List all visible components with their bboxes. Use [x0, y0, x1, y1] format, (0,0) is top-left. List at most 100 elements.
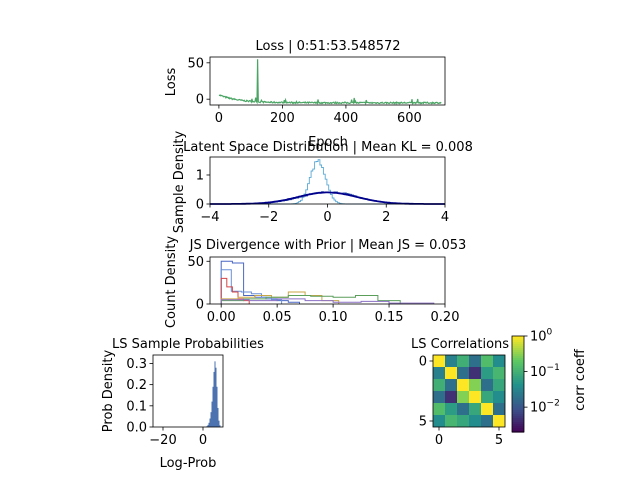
- y-tick-label: 0: [196, 93, 204, 108]
- colorbar-frame: [511, 335, 525, 433]
- axes-frame: [209, 256, 446, 305]
- x-tick-label: −4: [200, 210, 219, 225]
- colorbar-segment: [512, 366, 524, 369]
- colorbar-segment: [512, 388, 524, 391]
- colorbar-segment: [512, 360, 524, 363]
- colorbar-tick-exponent: −1: [547, 363, 560, 373]
- heatmap-cell: [481, 379, 493, 391]
- x-tick-label: 2: [382, 210, 390, 225]
- prob-bar: [208, 422, 210, 427]
- colorbar-segment: [512, 412, 524, 415]
- x-tick-label: 0: [215, 111, 223, 126]
- heatmap-cell: [457, 403, 469, 415]
- prob-bar: [217, 407, 219, 427]
- prob-bar: [212, 386, 214, 427]
- heatmap-cell: [469, 391, 481, 403]
- colorbar-segment: [512, 362, 524, 365]
- loss-plot-area: 0 200 400 600 0 50: [187, 56, 446, 126]
- colorbar-segment: [512, 404, 524, 407]
- js-ylabel: Count Density: [164, 236, 179, 328]
- y-tick-label: 50: [187, 255, 204, 270]
- prob-bar: [215, 367, 217, 427]
- prob-bar: [214, 361, 216, 427]
- heatmap-frame: [432, 354, 506, 428]
- heatmap-cell: [457, 379, 469, 391]
- prob-title: LS Sample Probabilities: [112, 337, 264, 352]
- colorbar-segment: [512, 372, 524, 375]
- heatmap-cell: [433, 403, 445, 415]
- heatmap-cell: [493, 379, 505, 391]
- colorbar-tick-exponent: 0: [547, 328, 553, 338]
- heatmap-cell: [481, 391, 493, 403]
- prob-bar: [213, 371, 215, 427]
- latent-plot-area: −4 −2 0 2 4 0 1: [196, 156, 449, 225]
- colorbar-segment: [512, 354, 524, 357]
- colorbar-segment: [512, 368, 524, 371]
- js-hist-series-5: [220, 298, 435, 304]
- prob-bar: [210, 412, 212, 427]
- heatmap-cell: [493, 355, 505, 367]
- heatmap-cell: [493, 415, 505, 427]
- y-tick-label: 5: [419, 415, 427, 430]
- heatmap-cell: [445, 379, 457, 391]
- colorbar-tick-exponent: −2: [547, 399, 560, 409]
- heatmap-cell: [469, 403, 481, 415]
- colorbar-segment: [512, 376, 524, 379]
- heatmap-cell: [481, 415, 493, 427]
- colorbar-segment: [512, 374, 524, 377]
- prob-bar: [218, 420, 220, 427]
- x-tick-label: 200: [270, 111, 295, 126]
- x-tick-label: 600: [397, 111, 422, 126]
- prob-panel: LS Sample Probabilities Prob Density Log…: [101, 337, 264, 471]
- colorbar-segment: [512, 426, 524, 429]
- colorbar-segment: [512, 392, 524, 395]
- heatmap-cell: [493, 367, 505, 379]
- y-tick-label: 1: [196, 168, 204, 183]
- x-tick-label: 400: [334, 111, 359, 126]
- colorbar-segment: [512, 380, 524, 383]
- heatmap-cell: [457, 367, 469, 379]
- y-tick-label: 0: [419, 355, 427, 370]
- colorbar-segment: [512, 370, 524, 373]
- prior-curve: [210, 191, 445, 205]
- colorbar-segment: [512, 384, 524, 387]
- x-tick-label: 4: [441, 210, 449, 225]
- heatmap-cell: [445, 403, 457, 415]
- x-tick-label: 0.10: [319, 310, 348, 325]
- colorbar-segment: [512, 398, 524, 401]
- prob-plot-area: −20 0 0.0 0.1 0.2 0.3: [126, 354, 224, 448]
- latent-ylabel: Sample Density: [172, 131, 187, 234]
- js-plot-area: 0.00 0.05 0.10 0.15 0.20 0 50: [187, 255, 459, 325]
- colorbar-segment: [512, 386, 524, 389]
- js-hist-series-1: [220, 269, 283, 304]
- colorbar-segment: [512, 358, 524, 361]
- colorbar-segment: [512, 416, 524, 419]
- colorbar-segment: [512, 422, 524, 425]
- heatmap-cell: [445, 415, 457, 427]
- heatmap-cell: [433, 391, 445, 403]
- x-tick-label: 0.15: [375, 310, 404, 325]
- x-tick-label: 0: [435, 433, 443, 448]
- axes-frame: [209, 156, 446, 205]
- colorbar-segment: [512, 418, 524, 421]
- heatmap-cell: [481, 355, 493, 367]
- prob-xlabel: Log-Prob: [160, 456, 217, 471]
- heatmap-cell: [481, 403, 493, 415]
- colorbar-segment: [512, 430, 524, 433]
- prob-bar: [209, 418, 211, 427]
- colorbar-segment: [512, 390, 524, 393]
- corr-title: LS Correlations: [411, 337, 509, 352]
- js-panel: JS Divergence with Prior | Mean JS = 0.0…: [164, 236, 466, 328]
- heatmap-cell: [469, 355, 481, 367]
- colorbar-segment: [512, 394, 524, 397]
- colorbar-segment: [512, 378, 524, 381]
- latent-panel: Latent Space Distribution | Mean KL = 0.…: [172, 131, 473, 234]
- heatmap-cell: [433, 415, 445, 427]
- colorbar-segment: [512, 424, 524, 427]
- heatmap-cell: [469, 367, 481, 379]
- js-hist-series-4: [220, 295, 401, 304]
- y-tick-label: 0.0: [126, 421, 147, 436]
- heatmap-cell: [457, 355, 469, 367]
- colorbar-segment: [512, 396, 524, 399]
